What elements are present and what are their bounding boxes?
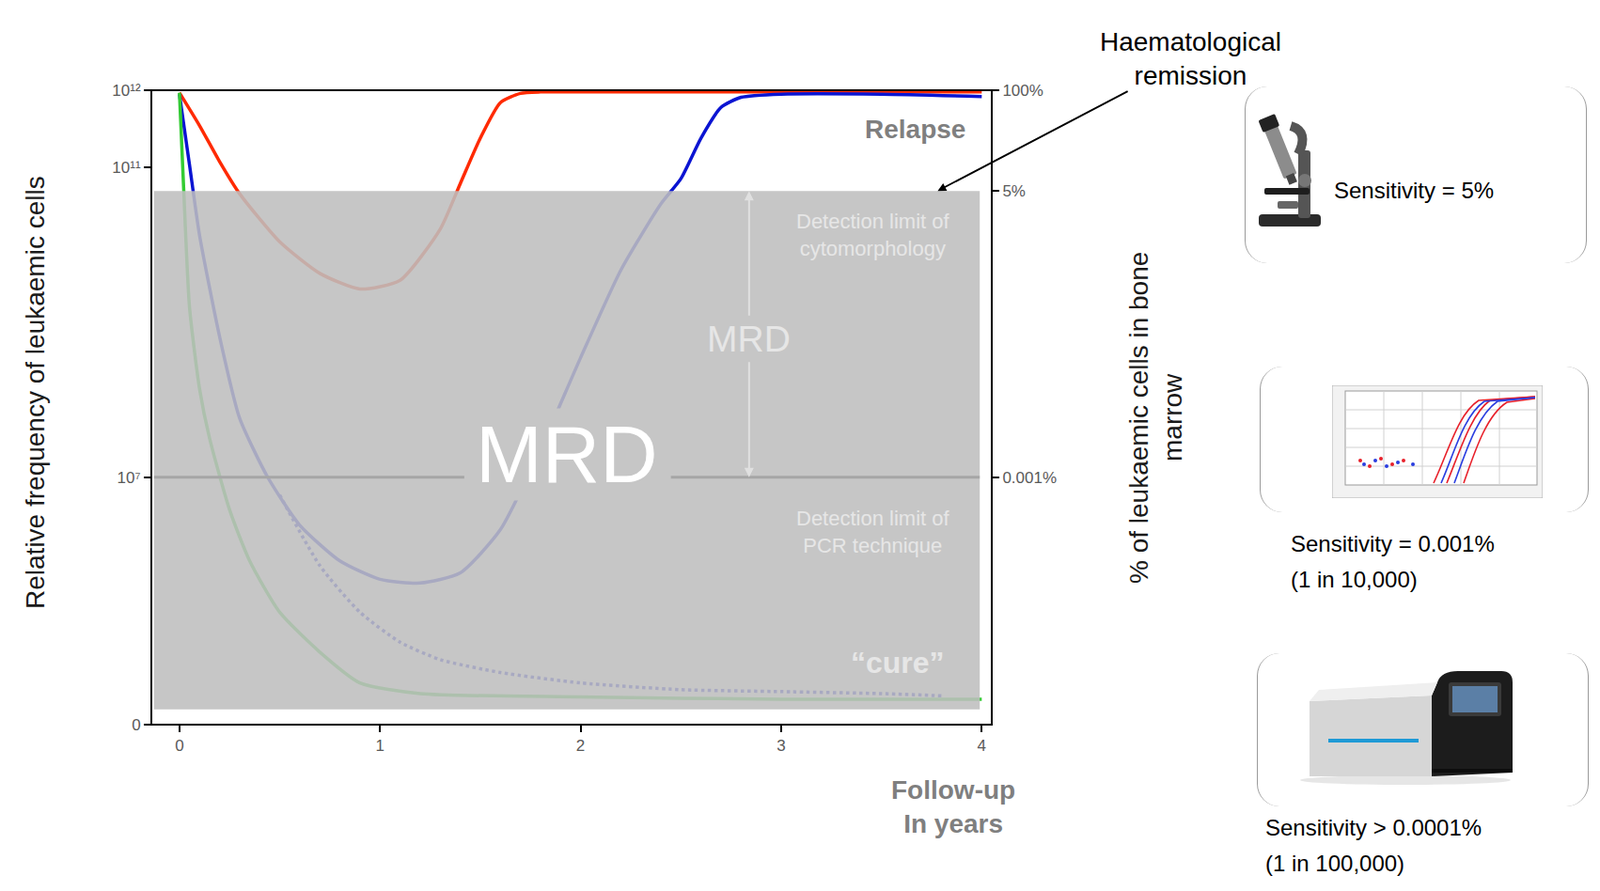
svg-text:Relapse: Relapse — [864, 114, 966, 144]
html-text:(1 in 10,000): (1 in 10,000) — [1290, 566, 1418, 593]
svg-text:“cure”: “cure” — [850, 645, 945, 680]
svg-text:1: 1 — [376, 737, 385, 755]
html-text:(1 in 100,000): (1 in 100,000) — [1265, 850, 1405, 877]
svg-text:Detection limit ofcytomorpholo: Detection limit ofcytomorphology — [796, 209, 951, 261]
svg-text:0: 0 — [174, 737, 184, 755]
html-text:Sensitivity = 5%: Sensitivity = 5% — [1333, 177, 1494, 204]
svg-text:% of leukaemic cells in bonema: % of leukaemic cells in bonemarrow — [1124, 251, 1188, 584]
svg-text:Relative frequency of leukaemi: Relative frequency of leukaemic cells — [20, 175, 50, 610]
svg-text:Haematologicalremission: Haematologicalremission — [1099, 27, 1282, 91]
svg-text:10⁷: 10⁷ — [117, 469, 142, 487]
svg-text:5%: 5% — [1002, 182, 1026, 201]
svg-text:10¹¹: 10¹¹ — [111, 158, 142, 177]
svg-text:Detection limit ofPCR techniqu: Detection limit ofPCR technique — [796, 506, 951, 558]
svg-text:MRD: MRD — [475, 409, 659, 500]
svg-text:10¹²: 10¹² — [111, 81, 142, 100]
svg-text:3: 3 — [776, 737, 785, 755]
svg-text:0: 0 — [131, 716, 141, 735]
svg-text:2: 2 — [576, 737, 585, 755]
svg-text:100%: 100% — [1002, 81, 1043, 100]
svg-text:Follow-upIn years: Follow-upIn years — [891, 775, 1016, 839]
svg-text:0.001%: 0.001% — [1002, 469, 1057, 487]
html-text:Sensitivity = 0.001%: Sensitivity = 0.001% — [1290, 531, 1495, 557]
svg-text:4: 4 — [977, 737, 987, 755]
html-text:Sensitivity > 0.0001%: Sensitivity > 0.0001% — [1265, 815, 1482, 841]
svg-text:MRD: MRD — [706, 318, 791, 360]
